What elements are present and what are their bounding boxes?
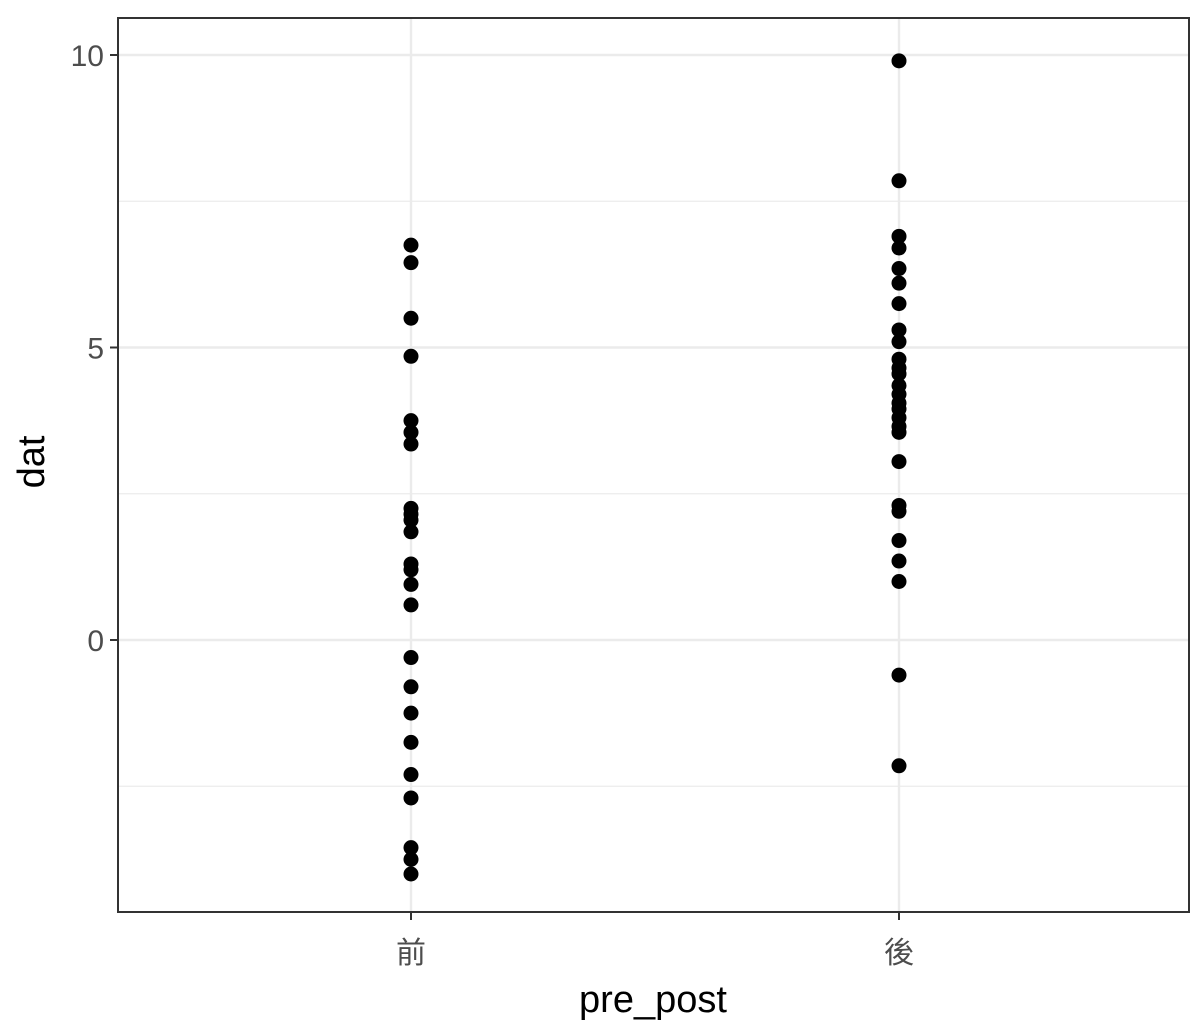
data-point (403, 413, 419, 429)
data-point (403, 512, 419, 528)
x-axis-title: pre_post (579, 979, 727, 1021)
data-point (891, 173, 907, 189)
data-point (891, 667, 907, 683)
x-tick-label: 前 (396, 936, 426, 971)
data-point (403, 524, 419, 540)
data-point (403, 734, 419, 750)
data-point (891, 322, 907, 338)
data-point (891, 53, 907, 69)
y-tick-label: 0 (87, 625, 104, 658)
data-point (403, 790, 419, 806)
data-points (403, 53, 907, 882)
panel-border (117, 17, 1190, 913)
y-tick-label: 5 (87, 333, 104, 366)
data-point (403, 705, 419, 721)
data-point (891, 574, 907, 589)
data-point (891, 275, 907, 291)
data-point (891, 454, 907, 470)
data-point (891, 228, 907, 244)
x-tick-label: 後 (884, 936, 914, 971)
data-point (891, 503, 907, 519)
data-point (403, 866, 419, 882)
data-point (403, 424, 419, 440)
panel-background (118, 18, 1189, 912)
y-axis: 0 5 10 (71, 40, 118, 658)
data-point (403, 679, 419, 695)
data-point (891, 533, 907, 549)
data-point (891, 296, 907, 312)
data-point (403, 237, 419, 253)
data-point (891, 424, 907, 440)
data-point (403, 597, 419, 613)
x-axis: 前後 (396, 912, 914, 971)
data-point (403, 310, 419, 326)
data-point (891, 758, 907, 774)
data-point (891, 240, 907, 256)
grid-lines (118, 18, 1189, 912)
data-point (891, 553, 907, 569)
data-point (403, 840, 419, 856)
data-point (403, 767, 419, 783)
data-point (891, 334, 907, 350)
data-point (403, 255, 419, 271)
data-point (403, 650, 419, 666)
data-point (403, 562, 419, 578)
y-axis-title: dat (11, 435, 53, 488)
data-point (403, 436, 419, 452)
data-point (403, 851, 419, 867)
y-tick-label: 10 (71, 40, 104, 73)
data-point (891, 261, 907, 277)
data-point (403, 576, 419, 592)
data-point (891, 366, 907, 382)
data-point (403, 348, 419, 364)
